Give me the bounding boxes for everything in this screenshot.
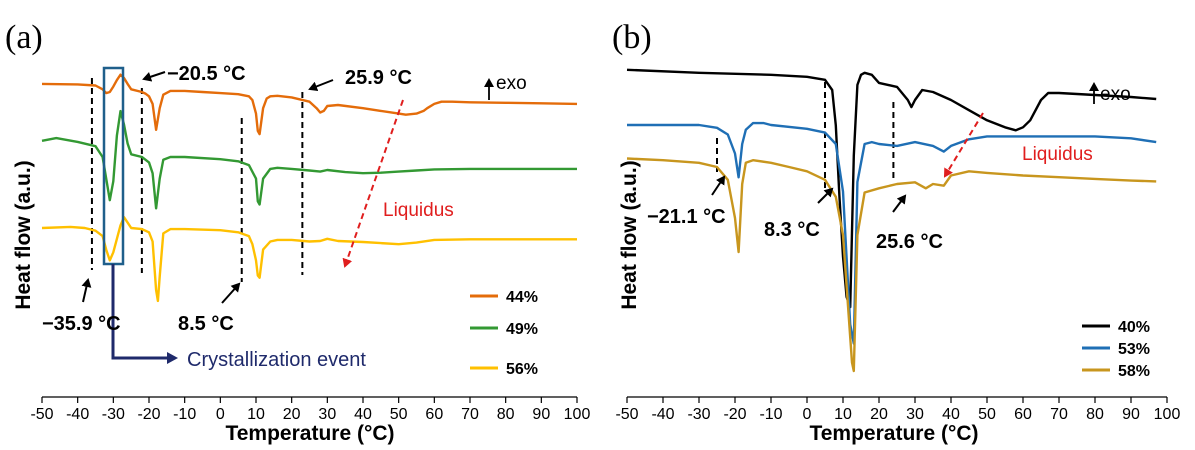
annotation-b-8: 8.3 °C	[764, 219, 820, 241]
crystallization-label: Crystallization event	[187, 349, 366, 371]
x-tick-label: 50	[978, 406, 996, 423]
annotation-b-25: 25.6 °C	[876, 231, 943, 253]
x-tick-label: 80	[1086, 406, 1104, 423]
annotation-arrow-a4	[221, 282, 241, 304]
legend-label: 58%	[1118, 363, 1150, 380]
legend-label: 56%	[506, 361, 538, 378]
panel-a-y-axis-label: Heat flow (a.u.)	[12, 160, 35, 309]
legend-label: 44%	[506, 289, 538, 306]
legend-label: 40%	[1118, 319, 1150, 336]
annotation-arrow-a1	[142, 71, 166, 82]
annotation-arrow-b1	[711, 175, 726, 196]
annotation-a-25: 25.9 °C	[345, 67, 412, 89]
x-tick-label: 0	[216, 406, 225, 423]
x-tick-label: -50	[615, 406, 638, 423]
panel-a-guide-lines	[90, 78, 304, 282]
annotation-a-minus20: −20.5 °C	[167, 63, 246, 85]
series-line-53pct	[627, 121, 1157, 345]
x-tick-label: 100	[1154, 406, 1181, 423]
panel-a-liquidus-label: Liquidus	[383, 200, 454, 221]
series-line-49pct	[41, 109, 577, 210]
annotation-arrow-b3	[892, 194, 907, 213]
x-tick-label: 50	[390, 406, 408, 423]
x-tick-label: 10	[247, 406, 265, 423]
x-tick-label: -10	[759, 406, 782, 423]
series-line-40pct	[626, 68, 1157, 309]
panel-b-exo-label: exo	[1100, 84, 1131, 105]
annotation-arrow-b2	[817, 187, 834, 204]
x-tick-label: -50	[30, 406, 53, 423]
panel-b-x-ticks	[626, 397, 1168, 403]
panel-b-legend: 40% 53% 58%	[1082, 319, 1150, 380]
panel-b-letter: (b)	[612, 19, 652, 56]
panel-b-series	[626, 68, 1157, 373]
x-tick-label: -40	[651, 406, 674, 423]
panel-b-liquidus-label: Liquidus	[1022, 144, 1093, 165]
panel-a-x-ticks	[41, 397, 578, 403]
annotation-arrow-a3	[81, 278, 92, 303]
x-tick-label: 0	[803, 406, 812, 423]
panel-b-guide-lines	[716, 82, 895, 190]
annotation-arrow-a2	[308, 79, 334, 92]
annotation-a-8: 8.5 °C	[178, 313, 234, 335]
x-tick-label: 60	[425, 406, 443, 423]
x-tick-label: 40	[354, 406, 372, 423]
x-tick-label: 10	[834, 406, 852, 423]
annotation-b-minus21: −21.1 °C	[647, 206, 726, 228]
panel-b-x-axis-label: Temperature (°C)	[809, 422, 978, 445]
panel-a-letter: (a)	[5, 19, 43, 56]
panel-a: (a) -50 -40 -30 -20 -10 0 10 20 30 40 50 60 70 80 90 10…	[5, 19, 590, 445]
series-line-56pct	[41, 216, 577, 303]
panel-a-exo-label: exo	[496, 73, 527, 94]
x-tick-label: 60	[1014, 406, 1032, 423]
series-line-58pct	[626, 157, 1157, 373]
x-tick-label: -10	[173, 406, 196, 423]
x-tick-label: 80	[497, 406, 515, 423]
panel-b-y-axis-label: Heat flow (a.u.)	[618, 160, 641, 309]
x-tick-label: 30	[318, 406, 336, 423]
x-tick-label: -30	[687, 406, 710, 423]
panel-a-x-tick-labels: -50 -40 -30 -20 -10 0 10 20 30 40 50 60 70 80 90 100	[30, 406, 590, 423]
annotation-a-minus35: −35.9 °C	[42, 313, 121, 335]
x-tick-label: 70	[1050, 406, 1068, 423]
x-tick-label: 100	[564, 406, 591, 423]
panel-a-legend: 44% 49% 56%	[470, 289, 538, 378]
x-tick-label: -20	[137, 406, 160, 423]
x-tick-label: 20	[870, 406, 888, 423]
panel-b: (b) -50 -40 -30 -20 -10 0 10 20 30 40 50 60 70 80 90 10…	[612, 19, 1180, 445]
x-tick-label: 70	[461, 406, 479, 423]
x-tick-label: -40	[66, 406, 89, 423]
x-tick-label: -20	[723, 406, 746, 423]
panel-b-liquidus-arrow	[943, 112, 984, 178]
x-tick-label: 30	[906, 406, 924, 423]
legend-label: 49%	[506, 321, 538, 338]
x-tick-label: 90	[1122, 406, 1140, 423]
legend-label: 53%	[1118, 341, 1150, 358]
x-tick-label: 40	[942, 406, 960, 423]
panel-a-x-axis-label: Temperature (°C)	[225, 422, 394, 445]
crystallization-arrow	[111, 264, 178, 364]
x-tick-label: -30	[102, 406, 125, 423]
panel-b-x-tick-labels: -50 -40 -30 -20 -10 0 10 20 30 40 50 60 70 80 90 100	[615, 406, 1180, 423]
x-tick-label: 90	[532, 406, 550, 423]
x-tick-label: 20	[283, 406, 301, 423]
